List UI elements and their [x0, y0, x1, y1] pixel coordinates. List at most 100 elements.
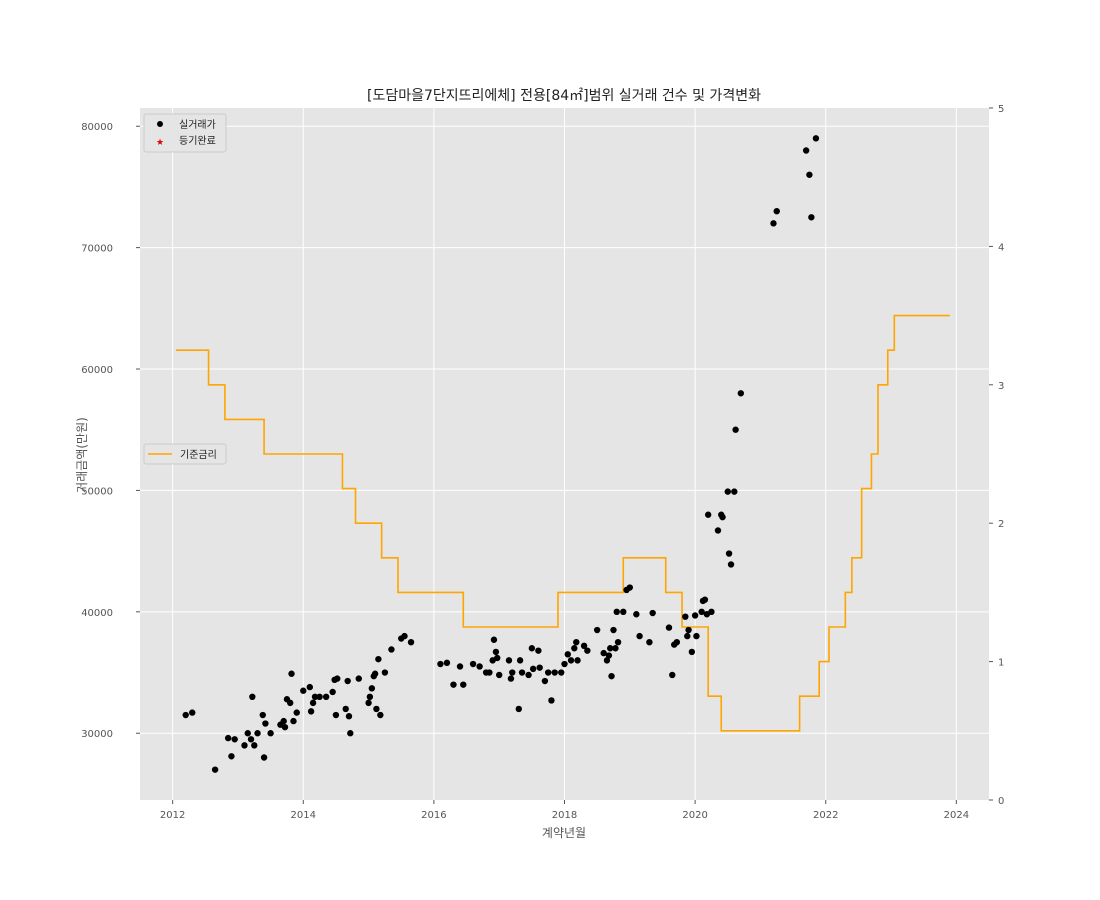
price-point [515, 705, 522, 713]
x-axis-label: 계약년월 [542, 825, 586, 840]
price-point [347, 730, 354, 737]
x-axis-ticks: 2012 2014 2016 2018 2020 2022 2024 [160, 800, 969, 821]
price-point [293, 709, 300, 716]
price-point [607, 645, 614, 652]
price-point [567, 657, 575, 664]
price-point [535, 647, 542, 654]
price-point [307, 708, 315, 715]
price-point [685, 626, 692, 634]
price-point [561, 660, 568, 668]
legend-price-label: 실거래가 [179, 119, 216, 131]
price-point [693, 632, 700, 640]
legend-middle: 기준금리 [143, 443, 227, 465]
price-point [241, 742, 248, 749]
price-point [714, 527, 722, 534]
price-point [808, 214, 815, 221]
x-tick-label: 2018 [552, 810, 577, 821]
y-tick-label: 60000 [81, 365, 113, 376]
chart-title: [도담마을7단지뜨리에체] 전용[84㎡]범위 실거래 건수 및 가격변화 [367, 88, 761, 104]
price-point [626, 584, 634, 591]
price-point [737, 390, 745, 397]
price-point [584, 647, 591, 654]
y2-tick-label: 1 [998, 658, 1004, 669]
price-point [311, 693, 319, 701]
y2-axis-ticks: 0 1 2 3 4 5 [989, 104, 1004, 807]
price-point [401, 632, 408, 640]
price-point [541, 677, 549, 685]
price-point [529, 665, 537, 673]
price-point [460, 681, 467, 688]
price-point [573, 638, 580, 646]
price-point [669, 671, 676, 679]
price-point [613, 608, 620, 616]
price-point [684, 632, 691, 640]
price-point [189, 709, 196, 716]
price-point [182, 711, 189, 719]
legend-middle-box [143, 443, 227, 465]
price-point [288, 670, 295, 677]
price-point [507, 675, 515, 682]
price-point [495, 671, 503, 679]
price-point [247, 736, 255, 743]
price-point [322, 693, 330, 701]
price-point [688, 648, 696, 656]
price-point [306, 683, 313, 691]
price-point [280, 717, 287, 725]
price-point [806, 171, 813, 178]
price-point [719, 513, 726, 521]
price-point [698, 608, 705, 616]
price-point [518, 669, 526, 676]
price-point [381, 669, 389, 676]
price-point [649, 609, 656, 617]
y-axis-label: 거래금액(만원) [75, 417, 89, 493]
price-point [732, 426, 739, 433]
y-tick-label: 50000 [81, 486, 113, 497]
price-point [469, 660, 477, 668]
legend-registered-label: 등기완료 [179, 135, 216, 147]
price-point [614, 638, 622, 646]
price-point [665, 624, 673, 631]
price-point [691, 612, 699, 619]
price-point [287, 699, 294, 707]
price-point [254, 730, 261, 737]
price-point [300, 687, 307, 694]
price-point [355, 675, 362, 682]
price-point [251, 742, 258, 749]
price-point [610, 626, 617, 634]
price-point [605, 652, 613, 659]
price-point [267, 730, 274, 737]
y-axis-ticks: 30000 40000 50000 60000 70000 80000 [81, 122, 140, 740]
price-point [612, 645, 619, 652]
price-point [536, 664, 543, 671]
price-point [244, 730, 251, 737]
legend-upper-box [143, 113, 227, 153]
price-point [492, 648, 500, 656]
legend-registered-marker: ★ [156, 138, 164, 148]
price-point [633, 611, 640, 618]
price-point [476, 663, 483, 670]
y-tick-label: 80000 [81, 122, 113, 133]
price-point [509, 669, 516, 676]
price-point [548, 697, 555, 704]
price-point [260, 754, 268, 761]
price-point [727, 561, 735, 568]
price-point [366, 693, 374, 701]
x-tick-label: 2022 [813, 810, 838, 821]
price-point [593, 626, 601, 634]
price-point [494, 654, 501, 662]
price-point [231, 736, 238, 743]
price-point [725, 550, 733, 557]
price-point [708, 608, 715, 616]
price-point [342, 705, 349, 713]
legend-rate-label: 기준금리 [180, 449, 217, 461]
price-point [368, 685, 376, 692]
price-point [544, 669, 552, 676]
price-point [682, 613, 689, 620]
price-point [636, 632, 643, 640]
price-point [551, 669, 558, 676]
price-point [608, 672, 615, 680]
y2-tick-label: 2 [998, 519, 1004, 530]
price-point [731, 488, 738, 495]
price-point [571, 645, 578, 652]
